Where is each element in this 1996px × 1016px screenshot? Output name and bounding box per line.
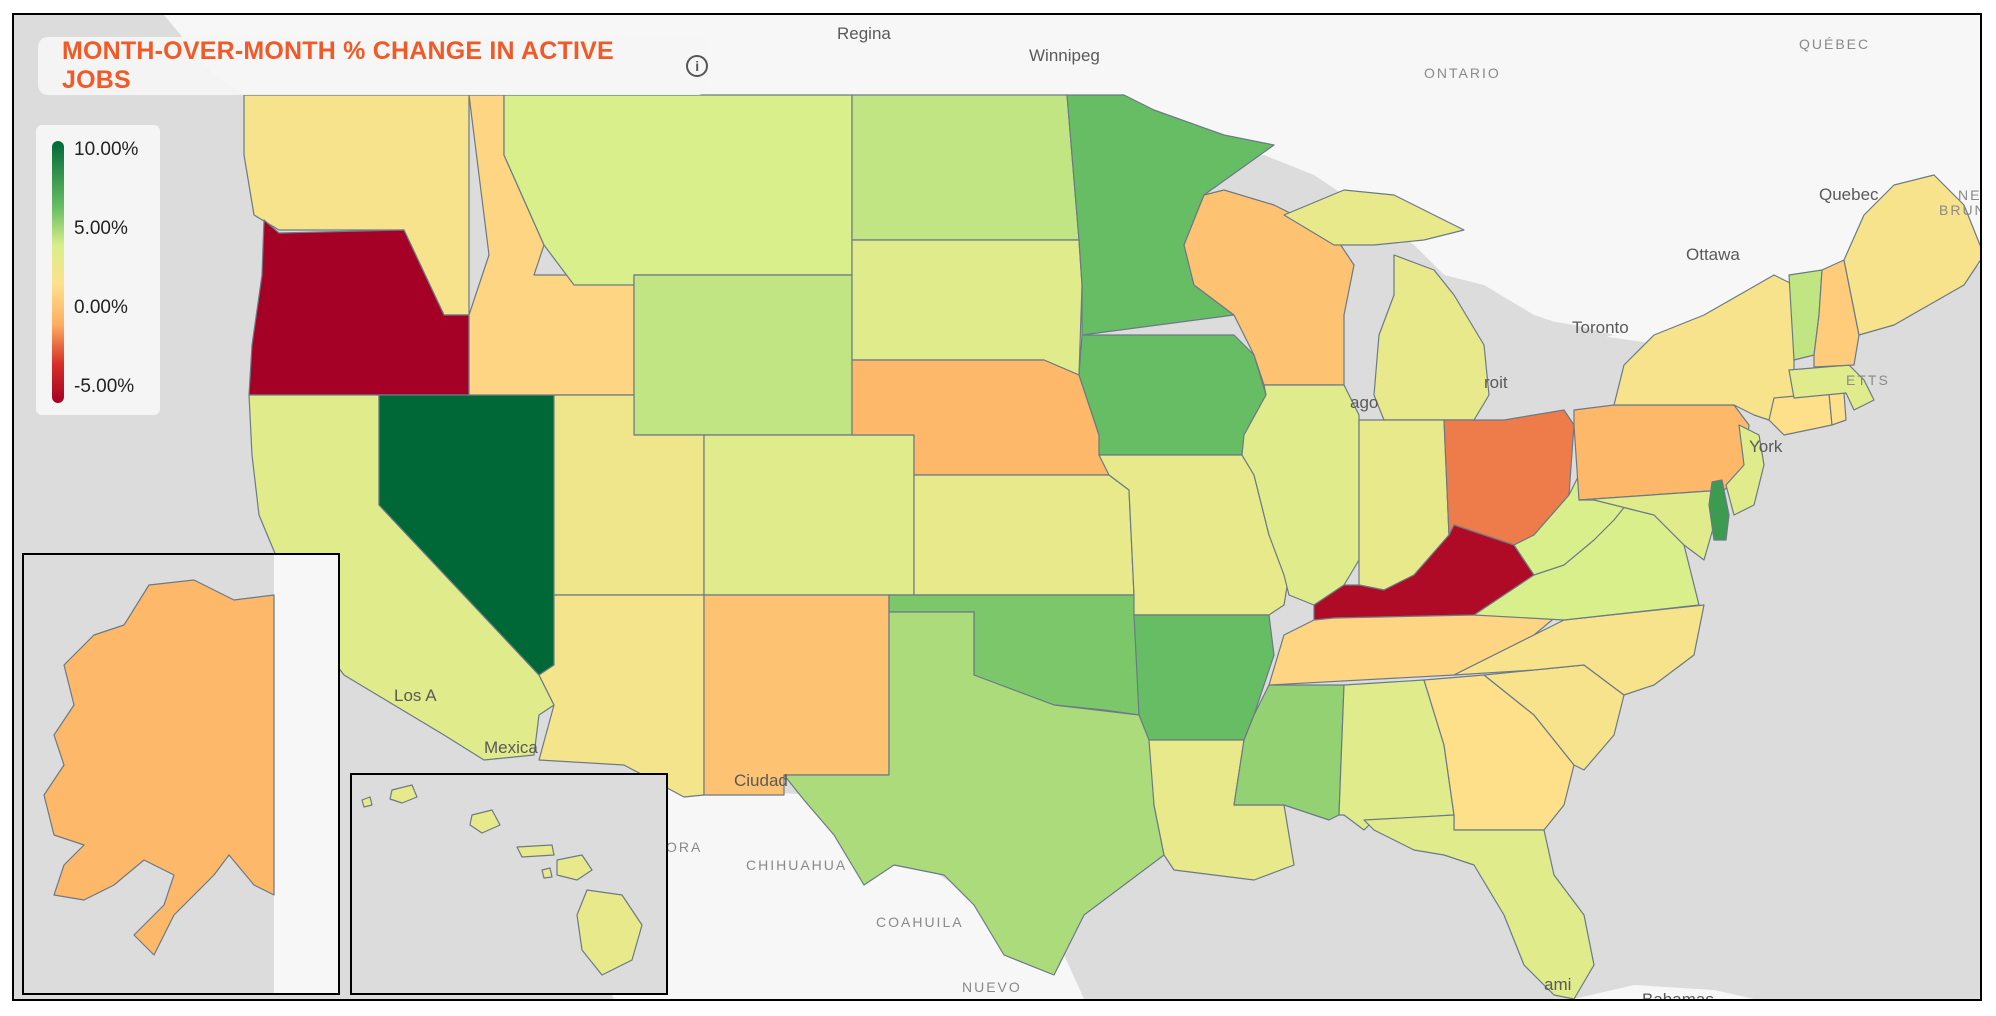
legend-label-mid-high: 5.00% [74,218,128,239]
state-north-carolina[interactable] [1453,604,1705,696]
main-map[interactable]: Regina Winnipeg ONTARIO QUÉBEC Quebec Ot… [14,15,1980,999]
state-massachusetts[interactable] [1788,364,1875,411]
info-icon[interactable]: i [686,55,708,77]
hawaii-maui [556,854,593,881]
hawaii-niihau [361,796,373,808]
state-iowa[interactable] [1078,334,1267,456]
hawaii-inset-map [361,784,643,976]
state-south-dakota[interactable] [851,239,1083,376]
label-detroit: roit [1484,373,1508,392]
hawaii-kauai [389,784,418,804]
state-alaska[interactable] [43,579,275,956]
state-wyoming[interactable] [633,274,853,436]
state-connecticut[interactable] [1768,392,1833,436]
label-ne: NE [1958,187,1980,203]
label-ottawa: Ottawa [1686,245,1740,264]
legend-label-min: -5.00% [74,376,135,397]
label-ontario: ONTARIO [1424,65,1501,81]
hawaii-inset [350,773,668,995]
state-hawaii[interactable] [361,784,643,976]
state-north-dakota[interactable] [851,94,1080,241]
legend-label-max: 10.00% [74,139,139,160]
label-ciudad: Ciudad [734,771,788,790]
label-chihuahua: CHIHUAHUA [746,857,847,873]
canada-land [14,15,1980,355]
label-nuevo: NUEVO [962,979,1022,995]
label-massachusetts-map: ETTS [1846,372,1890,388]
state-rhode-island[interactable] [1828,392,1847,426]
alaska-inset-map [43,555,338,993]
caribbean-land [1574,985,1754,999]
label-toronto: Toronto [1572,318,1629,337]
map-frame: Regina Winnipeg ONTARIO QUÉBEC Quebec Ot… [12,13,1982,1001]
states-layer [243,94,1980,999]
legend-color-bar [52,141,64,403]
title-panel: MONTH-OVER-MONTH % CHANGE IN ACTIVE JOBS… [38,37,708,95]
legend-label-zero: 0.00% [74,297,128,318]
alaska-inset [22,553,340,995]
state-florida[interactable] [1363,814,1595,999]
label-quebec-city: Quebec [1819,185,1879,204]
map-title: MONTH-OVER-MONTH % CHANGE IN ACTIVE JOBS [62,37,614,94]
label-bahamas: Bahamas [1642,990,1714,999]
label-brun: BRUN [1939,202,1980,218]
color-legend: 10.00% 5.00% 0.00% -5.00% [36,125,160,415]
state-new-mexico[interactable] [703,594,890,796]
canada-land-alaska-inset [274,555,338,993]
state-arizona[interactable] [538,594,705,798]
label-los-angeles: Los A [394,686,437,705]
label-sonora: ORA [666,839,702,855]
hawaii-lanai [541,867,553,879]
hawaii-molokai [516,844,555,858]
label-regina: Regina [837,24,891,43]
state-delaware[interactable] [1708,479,1730,541]
state-colorado[interactable] [703,434,915,596]
label-new-york: York [1749,437,1783,456]
state-montana[interactable] [503,94,853,286]
label-mexicali: Mexica [484,738,538,757]
label-miami: ami [1544,975,1571,994]
label-winnipeg: Winnipeg [1029,46,1100,65]
state-new-jersey[interactable] [1725,424,1765,516]
label-chicago: ago [1350,393,1378,412]
hawaii-oahu [469,809,501,834]
hawaii-big-island [576,889,643,976]
state-texas[interactable] [783,611,1165,976]
state-kansas[interactable] [913,474,1135,596]
state-maine[interactable] [1843,174,1980,336]
label-coahuila: COAHUILA [876,914,964,930]
label-quebec-region: QUÉBEC [1799,36,1870,52]
